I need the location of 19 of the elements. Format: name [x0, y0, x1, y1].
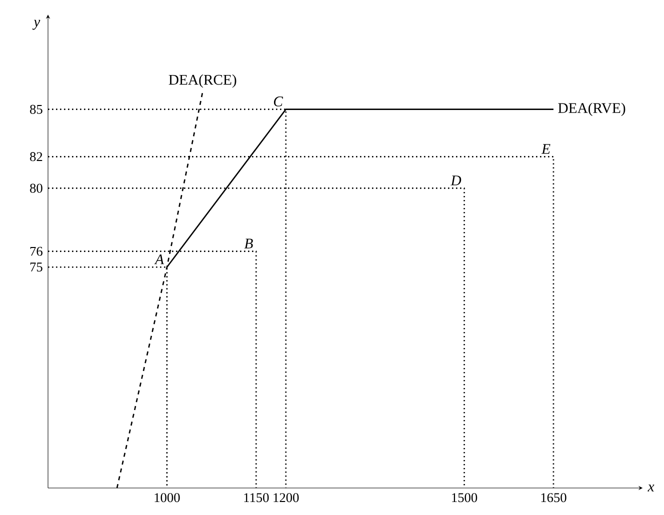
x-tick-label: 1500 [452, 493, 478, 502]
x-tick-label: 1000 [154, 493, 180, 502]
x-tick-label: 1200 [274, 493, 299, 502]
y-tick-label: 76 [30, 247, 42, 256]
annotation: C [274, 96, 284, 107]
x-axis-title: x [648, 484, 654, 492]
series-label: DEA(RCE) [168, 74, 236, 88]
annotation: E [541, 144, 550, 154]
x-tick-label: 1650 [541, 493, 566, 502]
y-tick-label: 85 [30, 105, 42, 114]
y-tick-label: 75 [30, 262, 42, 272]
annotation: A [154, 254, 164, 264]
y-tick-label: 82 [30, 152, 42, 162]
y-tick-label: 80 [30, 184, 42, 193]
series-label: DEA(RVE) [558, 102, 626, 116]
x-tick-label: 1150 [244, 493, 269, 502]
annotation: D [450, 176, 462, 186]
annotation: B [244, 238, 253, 249]
y-axis-title: y [32, 20, 40, 30]
